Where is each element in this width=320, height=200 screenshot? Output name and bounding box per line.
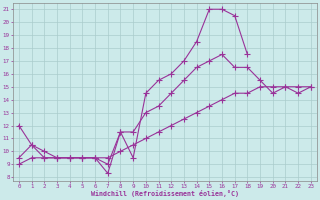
- X-axis label: Windchill (Refroidissement éolien,°C): Windchill (Refroidissement éolien,°C): [91, 190, 239, 197]
